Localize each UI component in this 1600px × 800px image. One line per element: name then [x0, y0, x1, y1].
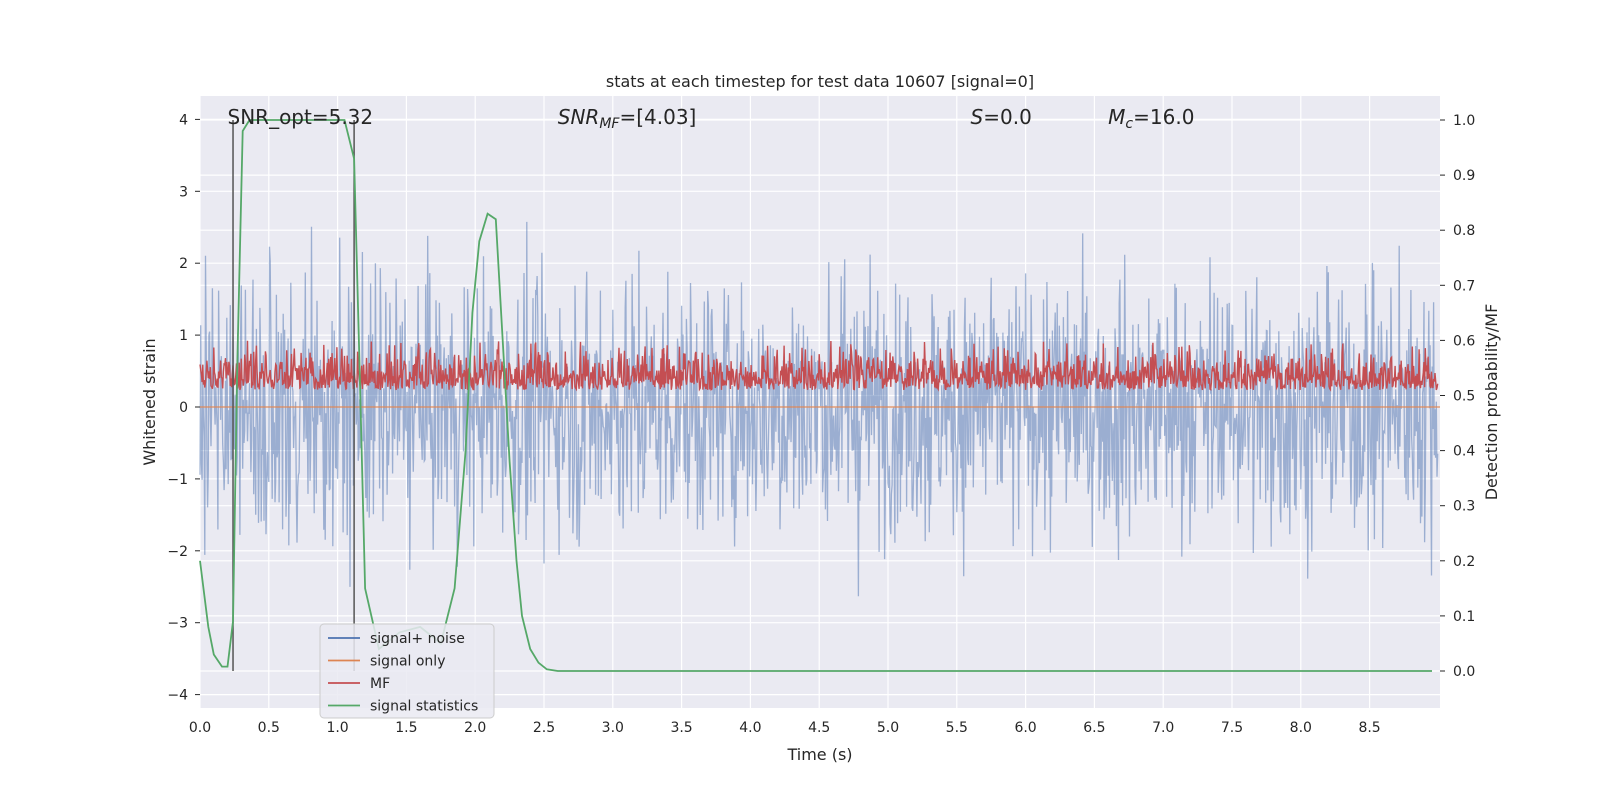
x-tick-label: 4.5: [808, 720, 830, 736]
y-tick-label: 3: [179, 184, 188, 200]
y-right-tick-label: 0.5: [1453, 389, 1475, 405]
y-right-tick-label: 0.2: [1453, 554, 1475, 570]
chart-title: stats at each timestep for test data 106…: [606, 72, 1034, 91]
series-signal-noise: [199, 221, 1439, 597]
y-tick-label: −4: [167, 688, 188, 704]
x-tick-label: 2.5: [533, 720, 555, 736]
y-right-tick-label: 0.1: [1453, 609, 1475, 625]
signal-statistics-line: [199, 119, 1432, 672]
signal-noise-line: [199, 221, 1439, 597]
y-right-tick-label: 0.4: [1453, 444, 1475, 460]
annotation-1: SNRMF=[4.03]: [558, 105, 697, 132]
x-tick-label: 3.0: [602, 720, 624, 736]
y-axis-label: Whitened strain: [140, 338, 159, 465]
y-tick-label: −1: [167, 472, 188, 488]
x-tick-label: 1.0: [326, 720, 348, 736]
x-tick-label: 5.0: [877, 720, 899, 736]
y-right-tick-label: 1.0: [1453, 113, 1475, 129]
x-tick-label: 4.0: [739, 720, 761, 736]
x-tick-label: 8.0: [1290, 720, 1312, 736]
legend: signal+ noise signal only MF signal statist…: [319, 623, 495, 719]
x-tick-label: 6.0: [1014, 720, 1036, 736]
x-tick-label: 6.5: [1083, 720, 1105, 736]
x-tick-label: 0.0: [189, 720, 211, 736]
series-mf: [199, 340, 1439, 392]
y-tick-label: 0: [179, 400, 188, 416]
legend-label: signal only: [370, 654, 445, 670]
y-right-tick-label: 0.0: [1453, 664, 1475, 680]
x-axis-ticks: 0.0 0.5 1.0 1.5 2.0 2.5 3.0 3.5 4.0 4.5 5.0 5.5 6.0 6…: [189, 720, 1381, 736]
y-tick-label: 1: [179, 328, 188, 344]
y-right-tick-label: 0.8: [1453, 223, 1475, 239]
annotation-0: SNR_opt=5.32: [228, 105, 374, 129]
y-axis-ticks: −4 −3 −2 −1 0 1 2 3 4: [167, 112, 200, 704]
x-tick-label: 5.5: [946, 720, 968, 736]
y-tick-label: 4: [179, 112, 188, 128]
y-tick-label: −2: [167, 544, 188, 560]
annotation-2: S=0.0: [971, 105, 1032, 129]
y-axis-right-label: Detection probability/MF: [1482, 304, 1501, 501]
y-right-tick-label: 0.7: [1453, 278, 1475, 294]
x-tick-label: 8.5: [1358, 720, 1380, 736]
grid-vertical: [199, 96, 1371, 708]
annotations: SNR_opt=5.32 SNRMF=[4.03] S=0.0 Mc=16.0: [228, 105, 1195, 132]
series-signal-statistics: [199, 119, 1432, 672]
mf-line: [199, 340, 1439, 392]
x-tick-label: 7.5: [1221, 720, 1243, 736]
annotation-3: Mc=16.0: [1108, 105, 1194, 132]
x-tick-label: 7.0: [1152, 720, 1174, 736]
legend-label: signal+ noise: [370, 631, 465, 647]
y-axis-right-ticks: 0.0 0.1 0.2 0.3 0.4 0.5 0.6 0.7 0.8 0.9 1.0: [1440, 113, 1475, 680]
legend-box: [319, 623, 495, 719]
y-right-tick-label: 0.3: [1453, 499, 1475, 515]
y-right-tick-label: 0.6: [1453, 333, 1475, 349]
x-tick-label: 3.5: [670, 720, 692, 736]
legend-label: signal statistics: [370, 699, 478, 715]
legend-label: MF: [370, 676, 390, 692]
y-right-tick-label: 0.9: [1453, 168, 1475, 184]
x-tick-label: 0.5: [258, 720, 280, 736]
x-tick-label: 2.0: [464, 720, 486, 736]
x-axis-label: Time (s): [786, 745, 852, 764]
y-tick-label: −3: [167, 616, 188, 632]
x-tick-label: 1.5: [395, 720, 417, 736]
y-tick-label: 2: [179, 256, 188, 272]
